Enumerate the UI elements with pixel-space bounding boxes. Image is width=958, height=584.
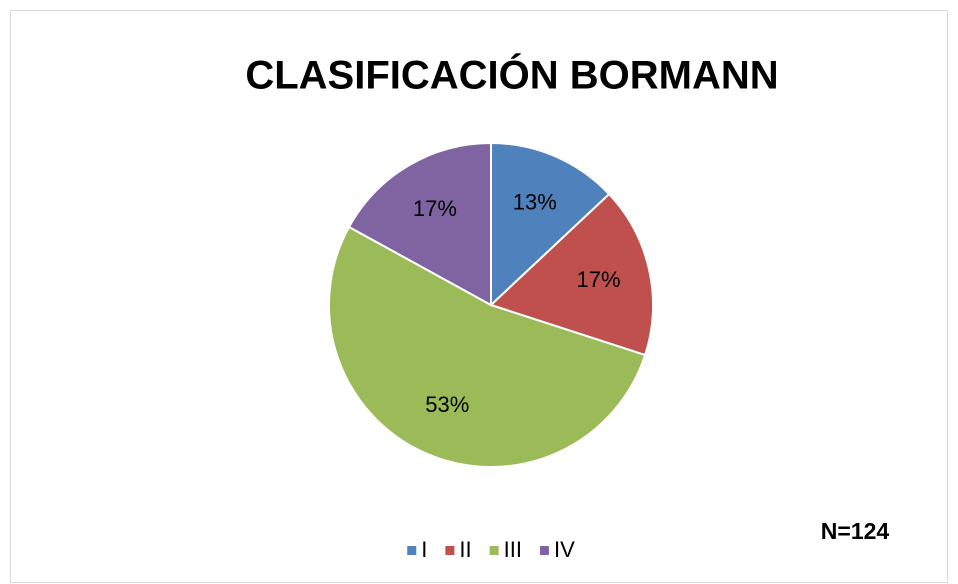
legend-swatch (407, 546, 417, 555)
legend-label: IV (554, 537, 575, 562)
pie-slice (490, 141, 611, 308)
data-label: 17% (413, 196, 457, 221)
legend-swatch (539, 546, 549, 555)
pie-slice (347, 141, 492, 307)
legend-label: I (421, 537, 427, 562)
pie-slice (328, 225, 647, 468)
legend-swatch (489, 546, 499, 555)
data-label: 17% (576, 267, 620, 292)
data-label: 13% (513, 190, 557, 215)
data-label: 53% (425, 392, 469, 417)
annotation: N=124 (821, 518, 890, 544)
pie-slice (489, 192, 654, 357)
legend-label: II (459, 537, 471, 562)
chart-title: CLASIFICACIÓN BORMANN (245, 52, 778, 98)
legend-swatch (445, 546, 455, 555)
legend-label: III (504, 537, 522, 562)
